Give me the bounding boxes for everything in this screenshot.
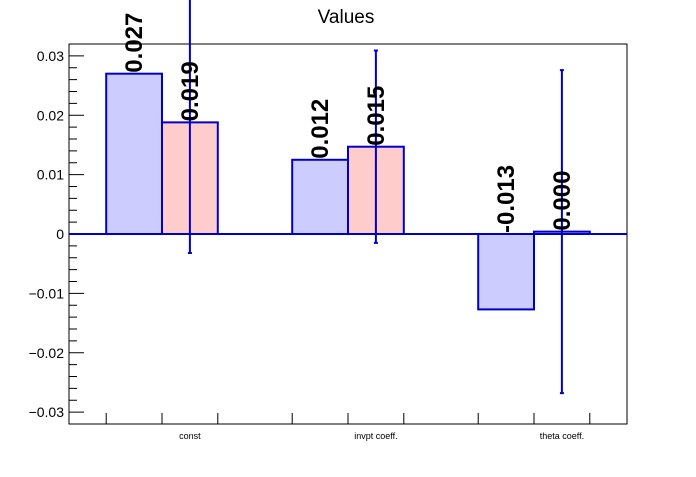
- y-axis: 0.03 0.02 0.01 0 −0.01 −0.02 −0.03: [29, 43, 84, 425]
- data-label: 0.019: [177, 61, 204, 121]
- y-tick-label: −0.02: [29, 345, 65, 361]
- data-label: 0.015: [363, 86, 390, 146]
- data-label: 0.027: [121, 13, 148, 73]
- y-tick-label: 0: [56, 226, 64, 242]
- bar: [105, 72, 163, 235]
- x-category-label: const: [179, 431, 201, 441]
- x-axis: const invpt coeff. theta coeff.: [105, 413, 591, 441]
- x-category-label: theta coeff.: [540, 431, 584, 441]
- chart-title: Values: [318, 7, 375, 28]
- y-tick-label: −0.01: [29, 285, 65, 301]
- error-bars: [187, 0, 564, 395]
- x-category-label: invpt coeff.: [354, 431, 397, 441]
- data-labels: 0.027 0.012 -0.013 0.019 0.015 0.000: [121, 13, 576, 233]
- data-label: -0.013: [493, 165, 520, 233]
- y-tick-label: 0.01: [37, 167, 64, 183]
- data-label: 0.012: [307, 99, 334, 159]
- y-tick-label: −0.03: [29, 404, 65, 420]
- bar: [477, 233, 536, 311]
- y-tick-label: 0.02: [37, 107, 64, 123]
- data-label: 0.000: [549, 171, 576, 231]
- bar: [291, 158, 350, 235]
- y-tick-label: 0.03: [37, 48, 64, 64]
